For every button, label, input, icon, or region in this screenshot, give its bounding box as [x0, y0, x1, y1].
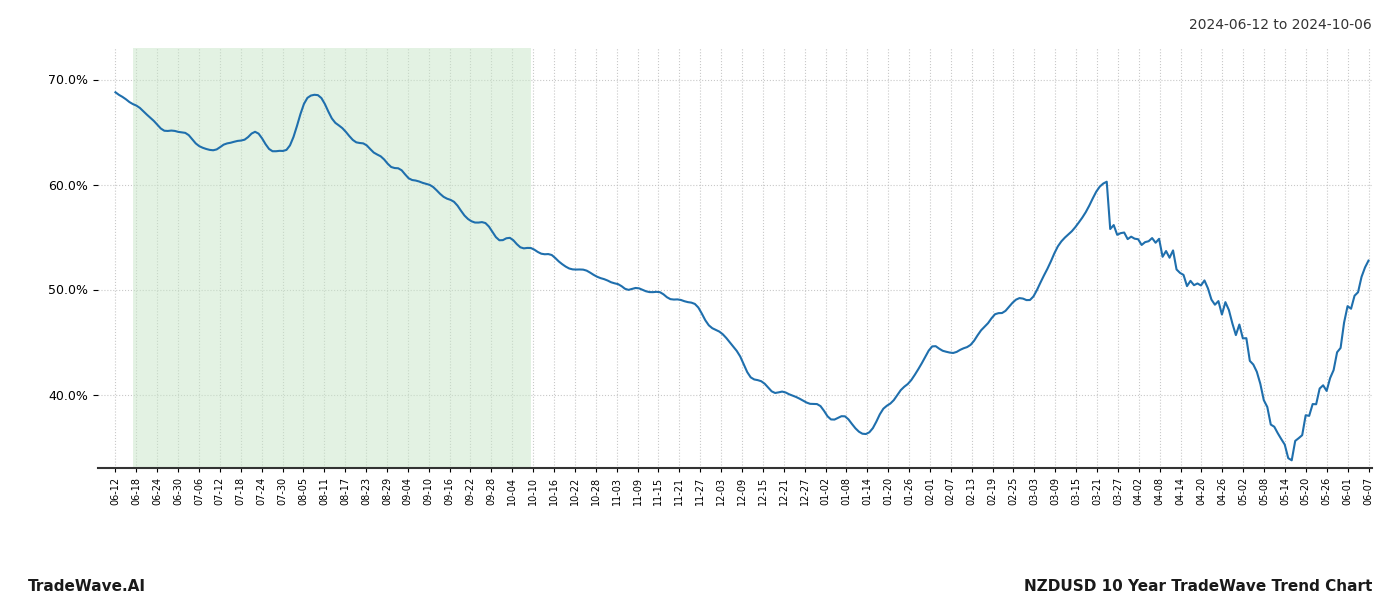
Bar	[133, 48, 531, 468]
Text: NZDUSD 10 Year TradeWave Trend Chart: NZDUSD 10 Year TradeWave Trend Chart	[1023, 579, 1372, 594]
Text: 2024-06-12 to 2024-10-06: 2024-06-12 to 2024-10-06	[1189, 18, 1372, 32]
Text: TradeWave.AI: TradeWave.AI	[28, 579, 146, 594]
